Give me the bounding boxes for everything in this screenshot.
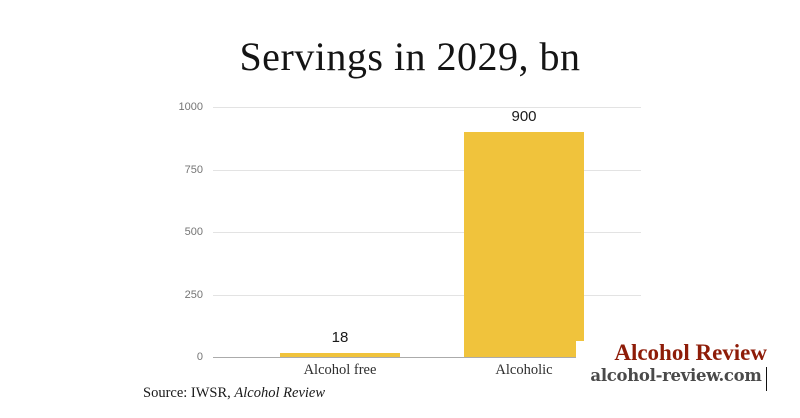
- y-axis-tick-500: 500: [184, 226, 203, 238]
- value-label-alcoholic: 900: [511, 108, 537, 125]
- bar-alcoholic: [464, 132, 584, 357]
- x-axis-label-alcoholic: Alcoholic: [495, 362, 553, 378]
- bar-alcohol-free: [280, 352, 400, 357]
- value-label-alcohol-free: 18: [331, 328, 349, 346]
- gridline-750: [213, 169, 641, 171]
- x-axis-label-alcohol-free: Alcohol free: [303, 362, 377, 378]
- source-prefix: Source: IWSR,: [143, 385, 235, 401]
- source-note: Source: IWSR, Alcohol Review: [143, 385, 325, 402]
- gridline-0: [213, 357, 641, 358]
- y-axis-tick-0: 0: [196, 351, 203, 363]
- y-axis-tick-250: 250: [184, 288, 203, 301]
- plot-area: 0 250 500 750 1000 18 Alcohol free 900 Alcoholic: [179, 101, 641, 378]
- gridline-250: [213, 294, 641, 296]
- brand-domain: alcohol-review.com: [590, 366, 762, 386]
- chart-title: Servings in 2029, bn: [239, 34, 581, 79]
- source-publication: Alcohol Review: [234, 385, 326, 401]
- y-axis-tick-750: 750: [184, 163, 203, 176]
- text-cursor: [765, 367, 767, 391]
- gridline-500: [213, 232, 641, 233]
- brand-name: Alcohol Review: [614, 339, 767, 365]
- y-axis-tick-1000: 1000: [178, 101, 203, 113]
- brand-domain-row: alcohol-review.com: [590, 365, 767, 391]
- gridline-1000: [213, 107, 641, 108]
- brand-watermark: Alcohol Review alcohol-review.com: [576, 339, 767, 391]
